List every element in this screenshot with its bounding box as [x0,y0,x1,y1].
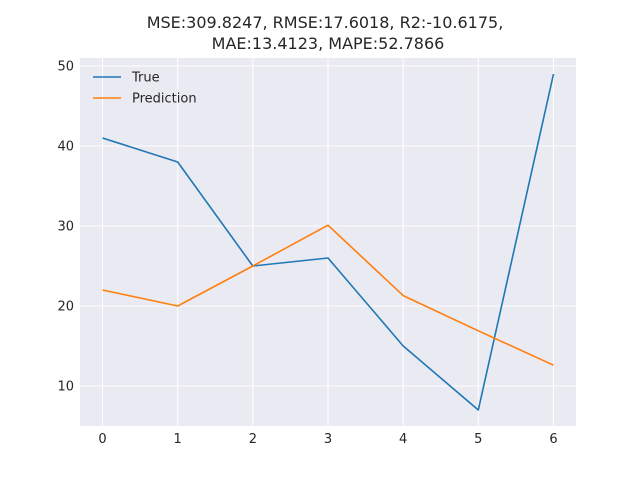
legend-label: True [131,71,160,86]
x-tick-label: 2 [249,432,257,447]
x-tick-label: 6 [549,432,557,447]
legend-label: Prediction [132,92,197,107]
series-line-true [102,73,555,411]
chart-title-line-1: MSE:309.8247, RMSE:17.6018, R2:-10.6175, [147,13,504,32]
x-tick-label: 3 [324,432,332,447]
y-tick-label: 20 [57,300,74,315]
y-tick-label: 30 [57,220,74,235]
y-tick-label: 10 [57,380,74,395]
chart-title: MSE:309.8247, RMSE:17.6018, R2:-10.6175,… [147,13,504,53]
y-tick-label: 50 [57,60,74,75]
chart-title-line-2: MAE:13.4123, MAPE:52.7866 [212,34,445,53]
x-tick-label: 4 [399,432,407,447]
x-tick-label: 0 [98,432,106,447]
x-axis-ticks: 0 1 2 3 4 5 6 [98,432,557,447]
x-tick-label: 1 [174,432,182,447]
y-tick-label: 40 [57,140,74,155]
x-tick-label: 5 [474,432,482,447]
legend: True Prediction [93,71,197,107]
data-series [102,73,555,411]
y-axis-ticks: 10 20 30 40 50 [57,60,74,395]
series-line-prediction [102,224,554,366]
